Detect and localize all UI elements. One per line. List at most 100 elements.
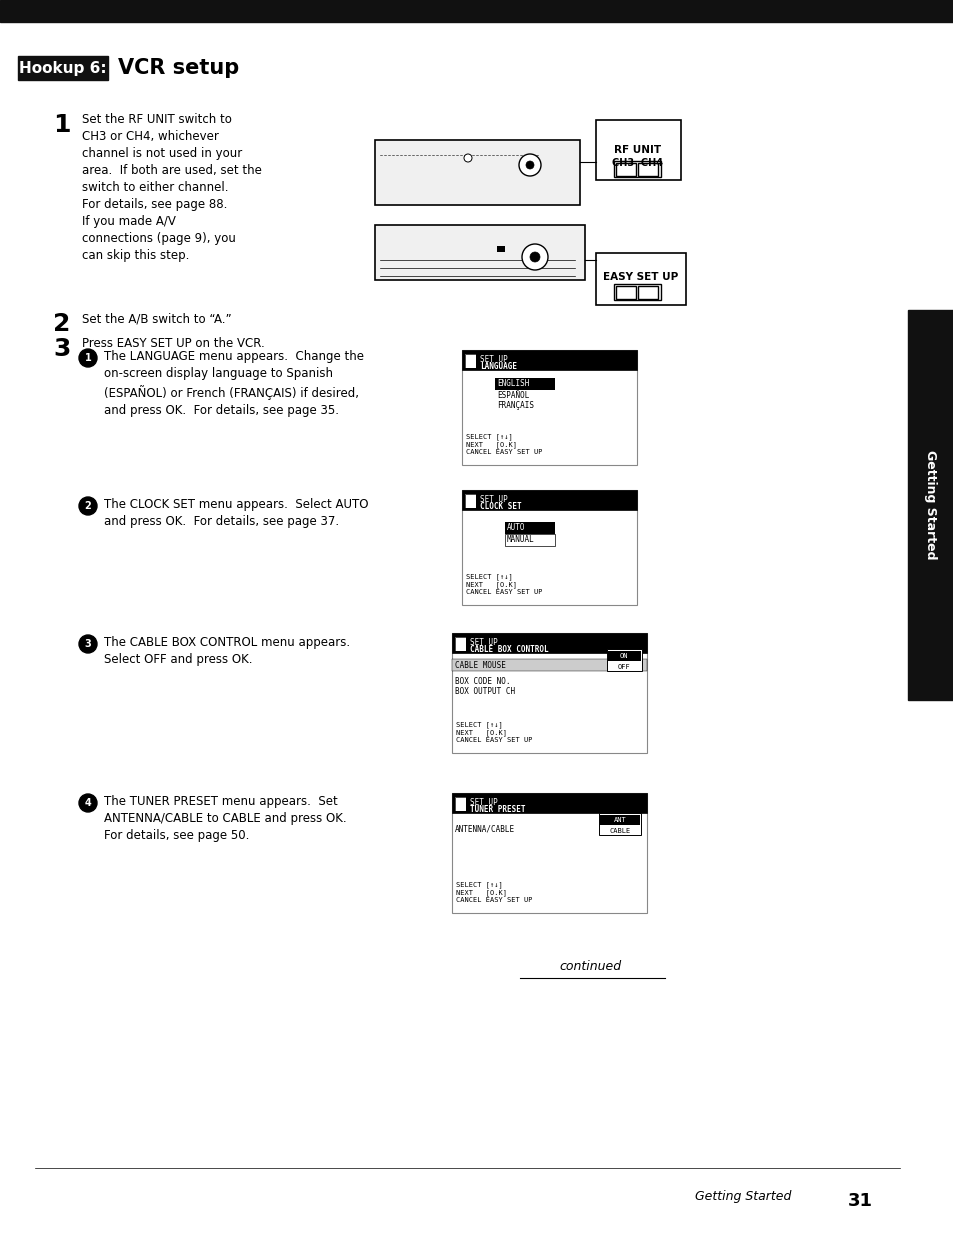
Text: CANCEL EASY SET UP: CANCEL EASY SET UP: [456, 897, 532, 903]
Bar: [464, 494, 476, 508]
Text: 2: 2: [85, 501, 91, 511]
Text: BOX OUTPUT CH: BOX OUTPUT CH: [455, 687, 515, 695]
Text: TUNER PRESET: TUNER PRESET: [470, 805, 525, 814]
Text: ESPAÑOL: ESPAÑOL: [497, 391, 529, 400]
Text: LANGUAGE: LANGUAGE: [479, 362, 517, 370]
Text: ANTENNA/CABLE: ANTENNA/CABLE: [455, 825, 515, 834]
Bar: [455, 637, 465, 651]
Text: SET UP: SET UP: [479, 354, 507, 364]
Bar: [461, 490, 637, 510]
Text: ENGLISH: ENGLISH: [497, 379, 529, 389]
Text: VCR setup: VCR setup: [118, 58, 239, 78]
Bar: [464, 494, 476, 508]
Circle shape: [79, 794, 97, 811]
Text: 4: 4: [85, 798, 91, 808]
Bar: [614, 161, 660, 177]
Bar: [497, 246, 504, 252]
Text: MANUAL: MANUAL: [506, 536, 535, 545]
Circle shape: [79, 635, 97, 653]
Text: Getting Started: Getting Started: [923, 451, 937, 559]
Text: ANT: ANT: [613, 818, 626, 823]
Bar: [375, 140, 579, 205]
Circle shape: [525, 161, 534, 169]
Bar: [461, 490, 637, 605]
Text: EASY SET UP: EASY SET UP: [602, 272, 678, 282]
Bar: [452, 634, 646, 653]
Text: 3: 3: [85, 638, 91, 650]
Text: SELECT [↑↓]: SELECT [↑↓]: [465, 573, 512, 579]
Bar: [452, 793, 646, 913]
Bar: [606, 650, 641, 671]
Bar: [0, 0, 953, 22]
Text: 3: 3: [53, 337, 71, 361]
Bar: [495, 378, 555, 390]
Bar: [614, 284, 660, 300]
Text: CABLE BOX CONTROL: CABLE BOX CONTROL: [470, 645, 548, 655]
Text: CANCEL EASY SET UP: CANCEL EASY SET UP: [465, 589, 542, 595]
Text: 1: 1: [53, 112, 71, 137]
Text: CABLE MOUSE: CABLE MOUSE: [455, 661, 505, 669]
Text: The CLOCK SET menu appears.  Select AUTO
and press OK.  For details, see page 37: The CLOCK SET menu appears. Select AUTO …: [104, 498, 368, 529]
Bar: [455, 797, 465, 811]
Text: SET UP: SET UP: [470, 638, 497, 647]
Text: SELECT [↑↓]: SELECT [↑↓]: [465, 433, 512, 440]
Text: FRANÇAIS: FRANÇAIS: [497, 401, 534, 410]
Text: OFF: OFF: [617, 664, 630, 671]
Text: Getting Started: Getting Started: [695, 1191, 791, 1203]
Text: NEXT   [O.K]: NEXT [O.K]: [465, 441, 517, 448]
Text: NEXT   [O.K]: NEXT [O.K]: [465, 580, 517, 588]
Text: NEXT   [O.K]: NEXT [O.K]: [456, 889, 506, 895]
Bar: [452, 634, 646, 753]
Bar: [596, 253, 685, 305]
Bar: [464, 354, 476, 368]
Circle shape: [463, 154, 472, 162]
Bar: [455, 797, 465, 811]
Bar: [616, 287, 636, 299]
Bar: [638, 163, 658, 177]
Bar: [461, 350, 637, 466]
Bar: [616, 163, 636, 177]
Text: continued: continued: [558, 960, 620, 973]
Text: Press EASY SET UP on the VCR.: Press EASY SET UP on the VCR.: [82, 337, 265, 350]
Bar: [907, 310, 953, 700]
Text: CLOCK SET: CLOCK SET: [479, 501, 521, 511]
Text: BOX CODE NO.: BOX CODE NO.: [455, 677, 510, 685]
Text: ON: ON: [619, 653, 628, 659]
Text: 31: 31: [847, 1192, 872, 1210]
Text: CH3  CH4: CH3 CH4: [612, 158, 662, 168]
Text: SET UP: SET UP: [479, 495, 507, 504]
Text: AUTO: AUTO: [506, 524, 525, 532]
Bar: [455, 637, 465, 651]
Text: SELECT [↑↓]: SELECT [↑↓]: [456, 721, 502, 727]
Bar: [599, 815, 639, 825]
Text: Set the A/B switch to “A.”: Set the A/B switch to “A.”: [82, 312, 232, 325]
Text: 2: 2: [53, 312, 71, 336]
Text: Hookup 6:: Hookup 6:: [19, 61, 107, 75]
Text: SELECT [↑↓]: SELECT [↑↓]: [456, 881, 502, 888]
Bar: [452, 659, 646, 671]
Text: The TUNER PRESET menu appears.  Set
ANTENNA/CABLE to CABLE and press OK.
For det: The TUNER PRESET menu appears. Set ANTEN…: [104, 795, 346, 842]
Bar: [598, 813, 640, 835]
Text: 1: 1: [85, 353, 91, 363]
Circle shape: [79, 496, 97, 515]
Bar: [461, 350, 637, 370]
Text: The CABLE BOX CONTROL menu appears.
Select OFF and press OK.: The CABLE BOX CONTROL menu appears. Sele…: [104, 636, 350, 666]
Circle shape: [518, 154, 540, 177]
Text: Set the RF UNIT switch to
CH3 or CH4, whichever
channel is not used in your
area: Set the RF UNIT switch to CH3 or CH4, wh…: [82, 112, 262, 262]
Circle shape: [530, 252, 539, 262]
Bar: [18, 56, 108, 80]
Bar: [464, 354, 476, 368]
Bar: [452, 793, 646, 813]
Text: RF UNIT: RF UNIT: [614, 144, 660, 156]
Circle shape: [79, 350, 97, 367]
Bar: [607, 651, 640, 661]
Bar: [638, 287, 658, 299]
Text: CABLE: CABLE: [609, 827, 630, 834]
Bar: [504, 522, 555, 534]
Text: SET UP: SET UP: [470, 798, 497, 806]
Bar: [375, 225, 584, 280]
Circle shape: [521, 245, 547, 270]
Bar: [596, 120, 680, 180]
Bar: [504, 534, 555, 546]
Text: CANCEL EASY SET UP: CANCEL EASY SET UP: [456, 737, 532, 743]
